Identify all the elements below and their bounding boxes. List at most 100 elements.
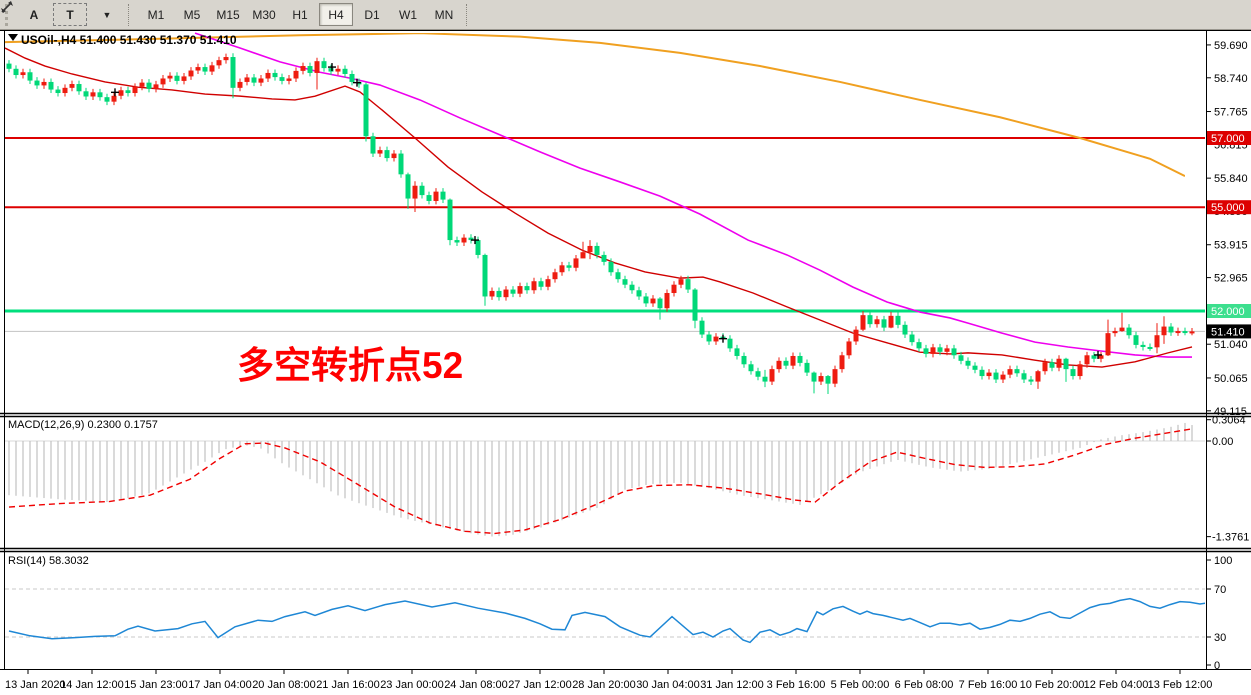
- candle-body: [818, 376, 824, 382]
- candle-body: [433, 191, 439, 201]
- price-tick-label: 50.065: [1214, 373, 1248, 385]
- candle-body: [951, 348, 957, 356]
- price-tick-label: 51.040: [1214, 339, 1248, 351]
- price-tick-label: 55.840: [1214, 173, 1248, 185]
- candle-body: [874, 319, 880, 325]
- timeframe-button-m5[interactable]: M5: [183, 7, 201, 22]
- candle-body: [1133, 335, 1139, 345]
- candle-body: [888, 315, 894, 328]
- candle-body: [713, 336, 719, 342]
- candle-body: [706, 334, 712, 342]
- candle-body: [986, 372, 992, 377]
- candle-body: [391, 153, 397, 159]
- candle-body: [146, 82, 152, 89]
- candle-body: [370, 136, 376, 154]
- candle-body: [139, 82, 145, 87]
- candle-body: [1119, 327, 1125, 332]
- main-price-panel[interactable]: [5, 32, 1206, 395]
- timeframe-button-m15[interactable]: M15: [216, 7, 240, 22]
- macd-panel[interactable]: [5, 422, 1206, 537]
- candle-body: [1140, 344, 1146, 347]
- rsi-indicator-label: RSI(14) 58.3032: [8, 555, 89, 567]
- candle-body: [1161, 326, 1167, 336]
- rsi-panel[interactable]: [5, 588, 1206, 644]
- candle-body: [636, 290, 642, 297]
- candle-body: [503, 289, 509, 298]
- candle-body: [181, 76, 187, 81]
- timeframe-button-m1[interactable]: M1: [147, 7, 165, 22]
- candle-body: [405, 174, 411, 199]
- candle-body: [1182, 331, 1188, 334]
- text-box-tool-button[interactable]: T: [53, 3, 87, 26]
- timeframe-button-m30[interactable]: M30: [252, 7, 276, 22]
- timeframe-button-d1[interactable]: D1: [364, 7, 380, 22]
- ma-red-fast: [5, 47, 1193, 368]
- timeframe-button-w1[interactable]: W1: [399, 7, 417, 22]
- candle-body: [783, 360, 789, 366]
- candle-body: [265, 72, 271, 79]
- candle-body: [174, 75, 180, 81]
- candle-body: [188, 70, 194, 77]
- price-badge-label: 55.000: [1211, 202, 1245, 214]
- candle-body: [286, 78, 292, 81]
- candle-body: [13, 68, 19, 76]
- price-axis[interactable]: 59.69058.74057.76556.81555.84054.89053.9…: [1206, 40, 1251, 418]
- price-badge-label: 51.410: [1211, 326, 1245, 338]
- candle-body: [447, 199, 453, 241]
- candle-body: [762, 376, 768, 382]
- chart-text-annotation[interactable]: 多空转折点52: [237, 345, 464, 386]
- candle-body: [993, 372, 999, 380]
- time-tick-label: 27 Jan 12:00: [508, 679, 572, 691]
- candle-body: [118, 90, 124, 96]
- candle-body: [1000, 374, 1006, 380]
- rsi-tick-label: 30: [1214, 632, 1226, 644]
- symbol-collapse-arrow-icon[interactable]: [8, 34, 18, 41]
- candle-body: [76, 84, 82, 92]
- candle-body: [328, 68, 334, 72]
- candle-body: [1014, 369, 1020, 374]
- candle-body: [440, 191, 446, 200]
- candle-body: [1035, 371, 1041, 382]
- candle-body: [384, 150, 390, 159]
- timeframe-button-mn[interactable]: MN: [434, 7, 454, 22]
- price-tick-label: 57.765: [1214, 107, 1248, 119]
- candle-body: [293, 70, 299, 79]
- candle-body: [734, 348, 740, 356]
- macd-tick-label: 0.00: [1212, 436, 1233, 448]
- candle-body: [34, 80, 40, 86]
- ma-orange-slow: [5, 33, 1185, 177]
- candle-body: [62, 87, 68, 94]
- candle-body: [769, 369, 775, 382]
- text-label-tool-button[interactable]: A: [29, 7, 39, 22]
- candle-body: [615, 272, 621, 280]
- rsi-tick-label: 0: [1214, 660, 1220, 672]
- candle-body: [202, 67, 208, 72]
- candle-body: [1091, 355, 1097, 359]
- candle-body: [1056, 358, 1062, 368]
- toolbar-grip[interactable]: [5, 3, 13, 26]
- candle-body: [629, 284, 635, 291]
- timeframe-button-h1[interactable]: H1: [292, 7, 308, 22]
- candle-body: [363, 84, 369, 137]
- candle-body: [90, 92, 96, 97]
- candle-body: [671, 284, 677, 294]
- price-tick-label: 59.690: [1214, 40, 1248, 52]
- candle-body: [776, 360, 782, 370]
- candle-body: [832, 369, 838, 384]
- candle-body: [1007, 369, 1013, 375]
- candle-body: [923, 348, 929, 354]
- candle-body: [97, 92, 103, 98]
- candle-body: [489, 290, 495, 297]
- candle-body: [342, 68, 348, 74]
- candlestick-series[interactable]: [6, 53, 1195, 395]
- cursor-tool-button[interactable]: ▼: [1, 1, 123, 26]
- candle-body: [279, 77, 285, 81]
- timeframe-button-h4[interactable]: H4: [319, 3, 353, 26]
- candle-body: [608, 261, 614, 273]
- candle-body: [6, 63, 12, 69]
- time-tick-label: 13 Feb 12:00: [1148, 679, 1213, 691]
- candle-body: [895, 315, 901, 325]
